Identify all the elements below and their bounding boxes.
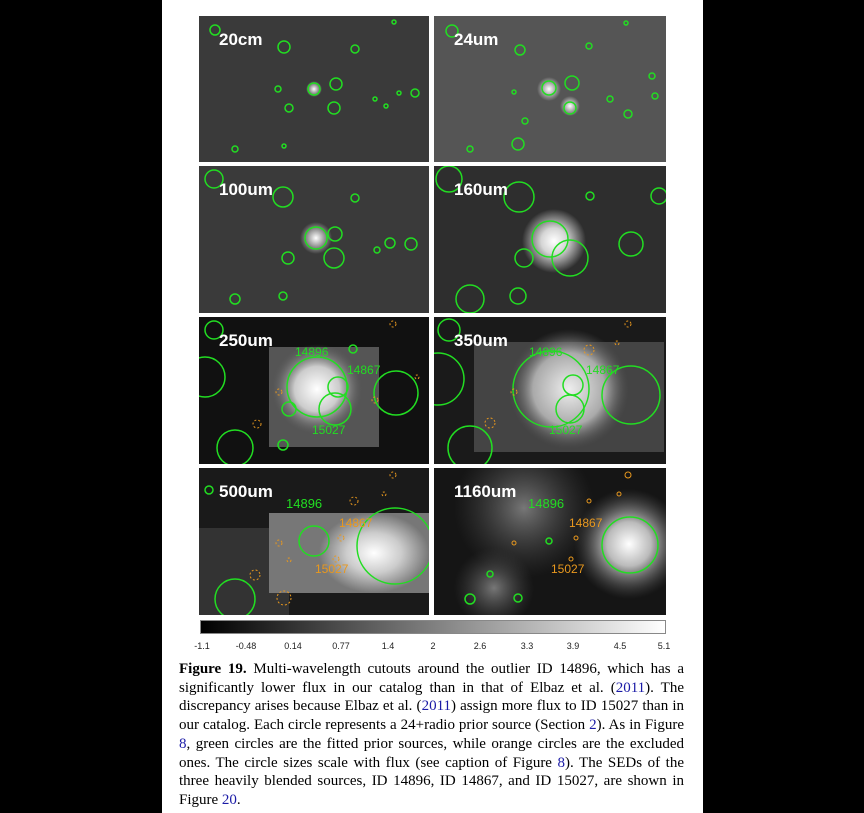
citation-link[interactable]: 2011	[615, 679, 646, 696]
id-label-14896: 14896	[286, 496, 323, 511]
cutout-1160um-image	[454, 468, 666, 615]
colorbar-tick: 0.14	[284, 641, 302, 651]
cutout-20cm-image	[209, 19, 420, 153]
colorbar-tick: 1.4	[381, 641, 395, 651]
id-label-14867: 14867	[569, 516, 603, 530]
section-link[interactable]: 2	[589, 717, 597, 734]
cutout-20cm: 20cm	[199, 16, 429, 162]
cutout-350um: 350um 14896 14867 15027	[434, 317, 666, 464]
id-label-14867: 14867	[586, 363, 620, 377]
cutout-24um: 24um	[434, 16, 666, 162]
colorbar-tick: -1.1	[194, 641, 210, 651]
citation-link[interactable]: 2011	[421, 698, 452, 715]
figure-link[interactable]: 20	[221, 791, 237, 808]
cutout-160um: 160um	[434, 166, 666, 313]
panel-label: 20cm	[219, 30, 263, 49]
colorbar-tick: 5.1	[657, 641, 671, 651]
figure-link[interactable]: 8	[557, 754, 566, 771]
cutout-250um-image	[199, 320, 420, 464]
panel-label: 100um	[219, 180, 273, 199]
id-label-14867: 14867	[339, 516, 373, 530]
figure-link[interactable]: 8	[179, 735, 187, 752]
colorbar-tick: 3.9	[566, 641, 580, 651]
caption-text: ). The SEDs of the three heavily blended…	[179, 754, 684, 808]
id-label-15027: 15027	[551, 562, 585, 576]
caption-text: ). The discrepancy arises because Elbaz …	[179, 679, 684, 715]
colorbar-tick: 0.77	[332, 641, 350, 651]
panel-label: 24um	[454, 30, 499, 49]
cutout-500um-image	[199, 471, 429, 615]
cutout-250um: 250um 14896 14867 15027	[199, 317, 429, 464]
colorbar-tick: 3.3	[520, 641, 534, 651]
id-label-14896: 14896	[528, 496, 565, 511]
panel-label: 500um	[219, 482, 273, 501]
id-label-14896: 14896	[295, 345, 329, 359]
cutout-100um: 100um	[199, 166, 429, 313]
caption-text: , green circles are the fitted prior sou…	[179, 735, 684, 771]
colorbar-tick: 2	[430, 641, 436, 651]
cutout-350um-image	[434, 318, 664, 464]
caption-text: .	[236, 791, 241, 808]
caption-text: ) assign more flux to ID 15027 than in o…	[179, 698, 684, 734]
panel-label: 250um	[219, 331, 273, 350]
cutout-500um: 500um 14896 14867 15027	[199, 468, 429, 615]
caption-text: Multi-wavelength cutouts around the outl…	[179, 661, 685, 696]
id-label-15027: 15027	[315, 562, 349, 576]
figure-caption: Figure 19. Multi-wavelength cutouts arou…	[179, 660, 684, 810]
panel-label: 1160um	[454, 482, 517, 501]
caption-text: ). As in Figure	[596, 717, 685, 734]
id-label-15027: 15027	[549, 423, 583, 437]
figure-label: Figure 19.	[179, 661, 247, 677]
id-label-15027: 15027	[312, 423, 346, 437]
id-label-14896: 14896	[529, 345, 563, 359]
panel-label: 160um	[454, 180, 508, 199]
cutout-160um-image	[435, 166, 666, 313]
cutout-24um-image	[445, 20, 659, 153]
colorbar-tick: 4.5	[613, 641, 627, 651]
colorbar-tick: 2.6	[473, 641, 487, 651]
colorbar	[200, 620, 666, 634]
panel-label: 350um	[454, 331, 508, 350]
cutout-100um-image	[204, 169, 418, 305]
colorbar-tick: -0.48	[235, 641, 257, 651]
cutout-1160um: 1160um 14896 14867 15027	[434, 468, 666, 615]
id-label-14867: 14867	[347, 363, 381, 377]
